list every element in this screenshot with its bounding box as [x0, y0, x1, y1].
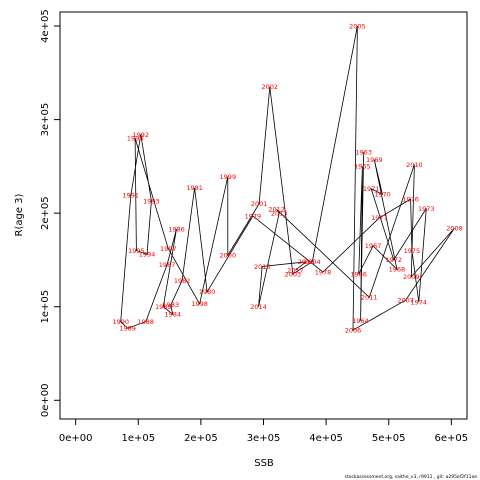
year-label: 1988: [138, 318, 155, 326]
year-label: 1983: [163, 301, 180, 309]
year-label: 1984: [164, 311, 181, 319]
x-tick-label: 1e+05: [121, 433, 155, 444]
year-label: 1966: [350, 270, 367, 278]
year-label: 2008: [446, 224, 463, 232]
year-label: 2012: [268, 206, 285, 214]
y-axis-title: R(age 3): [14, 193, 25, 236]
year-label: 1981: [186, 184, 203, 192]
year-label: 2007: [397, 296, 414, 304]
year-label: 1995: [128, 247, 145, 255]
year-label: 2002: [261, 83, 278, 91]
year-label: 1985: [155, 303, 172, 311]
year-label: 1987: [159, 261, 176, 269]
year-label: 1989: [119, 325, 136, 333]
footer-credit: stockassessment.org, saithe_v3, r9911 , …: [345, 474, 478, 480]
year-label: 2013: [271, 209, 288, 217]
y-axis: 0e+00 1e+05 2e+05 3e+05 4e+05: [40, 9, 60, 417]
year-label: 2006: [345, 326, 362, 334]
x-tick-label: 2e+05: [184, 433, 218, 444]
y-tick-label: 0e+00: [40, 383, 51, 417]
y-tick-label: 4e+05: [40, 9, 51, 43]
year-label: 1963: [355, 149, 372, 157]
year-label: 1974: [411, 298, 428, 306]
year-label: 1970: [374, 191, 391, 199]
year-label: 1964: [352, 317, 369, 325]
year-label: 1969: [366, 156, 383, 164]
x-tick-label: 3e+05: [247, 433, 281, 444]
year-label: 1971: [363, 185, 380, 193]
x-tick-label: 4e+05: [309, 433, 343, 444]
year-label: 1978: [315, 268, 332, 276]
x-tick-label: 5e+05: [372, 433, 406, 444]
year-label: 1972: [385, 256, 402, 264]
year-label: 2016: [298, 258, 315, 266]
year-label: 1993: [143, 197, 160, 205]
x-tick-label: 0e+00: [59, 433, 93, 444]
year-label: 1967: [365, 242, 382, 250]
year-label: 1976: [402, 195, 419, 203]
year-label: 1982: [174, 277, 191, 285]
year-label: 1996: [127, 135, 144, 143]
x-axis: 0e+00 1e+05 2e+05 3e+05 4e+05 5e+05 6e+05: [59, 419, 468, 444]
year-label: 1977: [371, 214, 388, 222]
year-label: 1998: [191, 300, 208, 308]
recruitment-trajectory-line: [120, 25, 455, 331]
x-tick-label: 6e+05: [435, 433, 469, 444]
year-label: 2009: [403, 273, 420, 281]
year-label: 2014: [250, 303, 267, 311]
year-label: 1992: [133, 131, 150, 139]
year-label: 1991: [122, 192, 139, 200]
year-label: 1973: [418, 205, 435, 213]
year-label: 1980: [199, 288, 216, 296]
year-label: 1968: [389, 266, 406, 274]
year-label: 2005: [349, 22, 366, 30]
year-label: 2017: [287, 267, 304, 275]
y-tick-label: 1e+05: [40, 290, 51, 324]
year-label: 2003: [285, 270, 302, 278]
year-label: 2011: [361, 294, 378, 302]
year-label: 1986: [168, 225, 185, 233]
x-axis-title: SSB: [254, 458, 274, 469]
year-label: 1990: [112, 318, 129, 326]
year-label: 1994: [139, 251, 156, 259]
y-tick-label: 2e+05: [40, 196, 51, 230]
year-label: 2000: [220, 252, 237, 260]
year-label: 1975: [404, 247, 421, 255]
year-label: 2004: [304, 258, 321, 266]
year-label: 2010: [406, 161, 423, 169]
year-label: 1997: [160, 245, 177, 253]
y-tick-label: 3e+05: [40, 103, 51, 137]
year-label: 2001: [251, 200, 268, 208]
year-label: 2015: [254, 263, 271, 271]
year-label: 1979: [245, 212, 262, 220]
year-label: 1999: [220, 173, 237, 181]
year-label: 1965: [354, 163, 371, 171]
